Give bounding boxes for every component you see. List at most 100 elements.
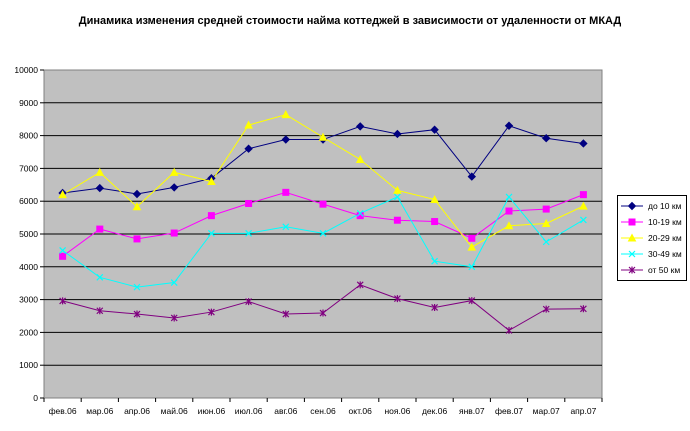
data-point <box>393 216 401 224</box>
data-point <box>431 218 439 226</box>
data-point <box>95 183 105 193</box>
data-point <box>169 183 179 192</box>
data-point <box>505 326 513 334</box>
data-point <box>282 310 290 318</box>
chart-title: Динамика изменения средней стоимости най… <box>78 15 622 27</box>
data-point <box>505 193 513 201</box>
y-tick-label: 3000 <box>19 295 38 305</box>
data-point <box>132 202 142 211</box>
legend-marker <box>628 250 636 258</box>
data-point <box>579 201 588 210</box>
y-tick-label: 2000 <box>19 327 38 337</box>
data-point <box>59 297 67 305</box>
legend-swatch <box>621 250 643 258</box>
data-point <box>393 193 401 201</box>
data-point <box>207 212 215 220</box>
data-point <box>170 314 178 322</box>
data-point <box>96 225 104 233</box>
data-point <box>245 229 253 237</box>
data-point <box>355 122 365 131</box>
data-point <box>245 298 253 306</box>
data-point <box>468 297 476 305</box>
data-point <box>467 242 477 251</box>
x-tick-label: апр.07 <box>570 406 596 416</box>
data-point <box>430 195 439 204</box>
y-tick-label: 1000 <box>19 360 38 370</box>
data-point <box>58 190 67 199</box>
legend-item: 10-19 км <box>618 214 686 230</box>
legend-item: от 50 км <box>618 262 686 278</box>
legend-label: 30-49 км <box>648 249 682 259</box>
x-tick-label: апр.06 <box>124 406 150 416</box>
x-tick-label: дек.06 <box>422 406 447 416</box>
data-point <box>244 120 253 129</box>
data-point <box>542 238 550 246</box>
data-point <box>282 223 290 231</box>
y-tick-label: 5000 <box>19 229 38 239</box>
data-point <box>393 185 402 194</box>
x-tick-label: фев.06 <box>49 406 77 416</box>
data-point <box>542 305 550 313</box>
data-point <box>96 273 104 281</box>
data-point <box>468 234 476 242</box>
data-point <box>579 216 587 224</box>
legend-label: 10-19 км <box>648 217 682 227</box>
data-point <box>244 144 253 153</box>
data-point <box>318 132 328 141</box>
data-point <box>96 307 104 315</box>
legend-label: от 50 км <box>648 265 681 275</box>
data-point <box>356 209 364 217</box>
legend-label: 20-29 км <box>648 233 682 243</box>
data-point <box>579 191 587 199</box>
data-point <box>505 207 513 215</box>
y-tick-label: 7000 <box>19 163 38 173</box>
data-point <box>541 134 551 143</box>
data-point <box>95 167 105 176</box>
x-tick-label: мар.07 <box>533 406 560 416</box>
data-point <box>281 135 291 144</box>
x-tick-label: фев.07 <box>495 406 523 416</box>
data-point <box>281 110 291 119</box>
x-tick-label: июн.06 <box>198 406 226 416</box>
data-point <box>207 176 216 186</box>
data-point <box>393 129 402 139</box>
x-tick-label: янв.07 <box>459 406 485 416</box>
data-point <box>319 229 327 237</box>
data-point <box>579 139 588 148</box>
data-point <box>133 283 141 291</box>
legend-marker <box>628 266 636 274</box>
x-tick-label: окт.06 <box>349 406 373 416</box>
legend-label: до 10 км <box>648 201 682 211</box>
y-tick-label: 6000 <box>19 196 38 206</box>
legend-item: 30-49 км <box>618 246 686 262</box>
legend-item: 20-29 км <box>618 230 686 246</box>
data-point <box>504 221 514 230</box>
x-tick-label: ноя.06 <box>384 406 410 416</box>
data-point <box>355 154 365 164</box>
x-tick-label: мар.06 <box>86 406 113 416</box>
data-point <box>207 229 215 237</box>
data-point <box>579 305 587 313</box>
data-point <box>133 310 141 318</box>
data-point <box>169 167 179 176</box>
data-point <box>356 281 364 289</box>
legend-swatch <box>621 201 643 211</box>
y-tick-label: 0 <box>33 393 38 403</box>
data-point <box>430 125 439 134</box>
legend-swatch <box>621 233 643 242</box>
data-point <box>504 121 514 130</box>
data-point <box>468 263 476 271</box>
legend-marker <box>627 233 637 242</box>
data-point <box>541 218 551 228</box>
data-point <box>207 308 215 316</box>
y-tick-label: 10000 <box>14 65 38 75</box>
data-point <box>170 279 178 286</box>
y-tick-label: 9000 <box>19 98 38 108</box>
data-point <box>393 295 401 303</box>
legend-marker <box>627 201 637 211</box>
data-point <box>542 205 550 213</box>
data-point <box>467 172 477 181</box>
x-tick-label: сен.06 <box>310 406 336 416</box>
legend-swatch <box>621 218 643 226</box>
